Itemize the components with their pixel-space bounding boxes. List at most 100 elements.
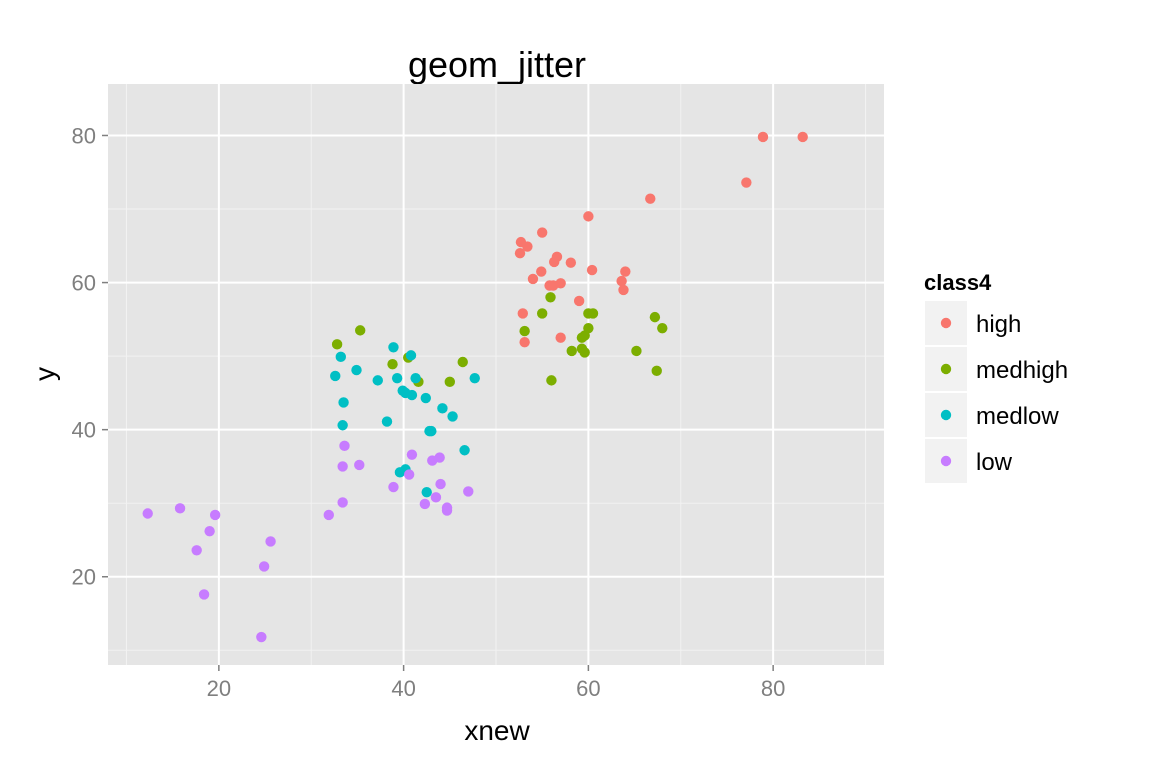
series-medlow bbox=[330, 342, 480, 498]
data-point-high bbox=[583, 211, 594, 222]
data-point-medhigh bbox=[566, 345, 577, 357]
data-point-medlow bbox=[410, 372, 421, 384]
data-point-low bbox=[323, 509, 334, 521]
data-point-medlow bbox=[469, 372, 480, 384]
data-point-high bbox=[616, 275, 627, 287]
data-point-medlow bbox=[420, 392, 431, 404]
data-point-high bbox=[517, 308, 528, 319]
data-point-low bbox=[204, 525, 215, 537]
legend-label: low bbox=[976, 449, 1013, 476]
data-point-medlow bbox=[421, 486, 432, 498]
data-point-medlow bbox=[351, 364, 362, 376]
data-point-medhigh bbox=[444, 376, 456, 388]
x-tick-label: 20 bbox=[207, 676, 231, 701]
y-tick-label: 40 bbox=[72, 418, 96, 443]
data-point-medhigh bbox=[545, 292, 556, 303]
data-point-medlow bbox=[437, 403, 448, 414]
data-point-high bbox=[515, 236, 527, 248]
data-point-low bbox=[337, 497, 348, 508]
data-point-medhigh bbox=[657, 322, 668, 334]
data-point-low bbox=[142, 508, 153, 519]
series-high bbox=[514, 131, 808, 348]
series-low bbox=[142, 440, 474, 643]
data-point-high bbox=[741, 177, 752, 188]
data-point-medlow bbox=[397, 385, 408, 396]
y-tick-label: 80 bbox=[72, 123, 96, 148]
data-point-low bbox=[265, 536, 276, 547]
legend-item-medlow: medlow bbox=[923, 391, 1059, 439]
data-point-medhigh bbox=[576, 343, 588, 354]
data-point-medhigh bbox=[649, 311, 661, 323]
data-point-low bbox=[419, 498, 431, 510]
data-point-medhigh bbox=[355, 325, 366, 336]
data-point-low bbox=[388, 481, 399, 493]
y-tick-label: 60 bbox=[72, 271, 96, 296]
minor-gridlines bbox=[108, 84, 884, 665]
data-point-medlow bbox=[459, 445, 470, 456]
data-point-medhigh bbox=[587, 308, 599, 319]
legend-key-point bbox=[940, 363, 952, 375]
data-point-low bbox=[406, 449, 418, 460]
data-point-high bbox=[757, 131, 769, 143]
legend-item-high: high bbox=[923, 299, 1021, 347]
data-point-high bbox=[573, 295, 585, 307]
data-point-high bbox=[549, 256, 560, 268]
data-point-high bbox=[555, 332, 566, 343]
x-axis-title: xnew bbox=[464, 715, 530, 746]
legend-title: class4 bbox=[924, 270, 992, 295]
legend-label: high bbox=[976, 311, 1021, 338]
data-point-high bbox=[536, 227, 548, 238]
data-point-high bbox=[536, 266, 547, 277]
legend-key-point bbox=[940, 409, 952, 421]
x-tick-label: 60 bbox=[576, 676, 600, 701]
data-point-medhigh bbox=[651, 365, 662, 377]
chart-title: geom_jitter bbox=[408, 44, 586, 85]
major-gridlines bbox=[108, 84, 884, 665]
data-point-low bbox=[435, 478, 446, 490]
data-point-low bbox=[174, 503, 186, 514]
data-point-medhigh bbox=[387, 359, 398, 370]
data-point-low bbox=[463, 486, 474, 497]
data-point-high bbox=[519, 336, 530, 348]
data-point-medlow bbox=[447, 411, 458, 422]
legend-key-point bbox=[940, 317, 952, 329]
data-point-medlow bbox=[337, 420, 348, 431]
data-point-medlow bbox=[335, 351, 346, 363]
data-point-medlow bbox=[405, 350, 417, 361]
data-point-low bbox=[403, 469, 415, 480]
data-point-low bbox=[256, 631, 267, 643]
data-point-medlow bbox=[338, 397, 349, 408]
x-tick-label: 80 bbox=[761, 676, 785, 701]
data-point-medlow bbox=[391, 372, 403, 384]
data-point-low bbox=[354, 459, 365, 471]
data-point-medhigh bbox=[579, 330, 590, 341]
y-tick-label: 20 bbox=[72, 565, 96, 590]
data-point-high bbox=[797, 131, 808, 143]
data-points bbox=[142, 131, 808, 643]
data-point-medlow bbox=[330, 370, 341, 382]
data-point-medhigh bbox=[546, 375, 557, 386]
data-point-low bbox=[339, 440, 350, 452]
data-point-medlow bbox=[381, 416, 393, 427]
data-point-high bbox=[544, 280, 555, 291]
legend-label: medlow bbox=[976, 403, 1059, 430]
data-point-high bbox=[645, 193, 656, 204]
data-point-high bbox=[565, 257, 577, 268]
data-point-medlow bbox=[394, 467, 406, 478]
data-point-low bbox=[427, 455, 438, 466]
data-point-medhigh bbox=[519, 325, 530, 337]
data-point-medhigh bbox=[536, 308, 548, 319]
legend-item-low: low bbox=[923, 437, 1013, 485]
x-tick-label: 40 bbox=[391, 676, 415, 701]
data-point-medlow bbox=[388, 342, 399, 353]
data-point-high bbox=[527, 273, 539, 285]
data-point-high bbox=[586, 264, 598, 276]
y-axis-ticks: 20 40 60 80 bbox=[72, 123, 108, 590]
data-point-medhigh bbox=[331, 339, 343, 350]
data-point-medlow bbox=[406, 389, 418, 401]
data-point-medhigh bbox=[631, 345, 642, 357]
data-point-medhigh bbox=[457, 356, 468, 368]
legend: class4 high medhigh medlow low bbox=[923, 270, 1068, 485]
data-point-high bbox=[514, 247, 526, 259]
